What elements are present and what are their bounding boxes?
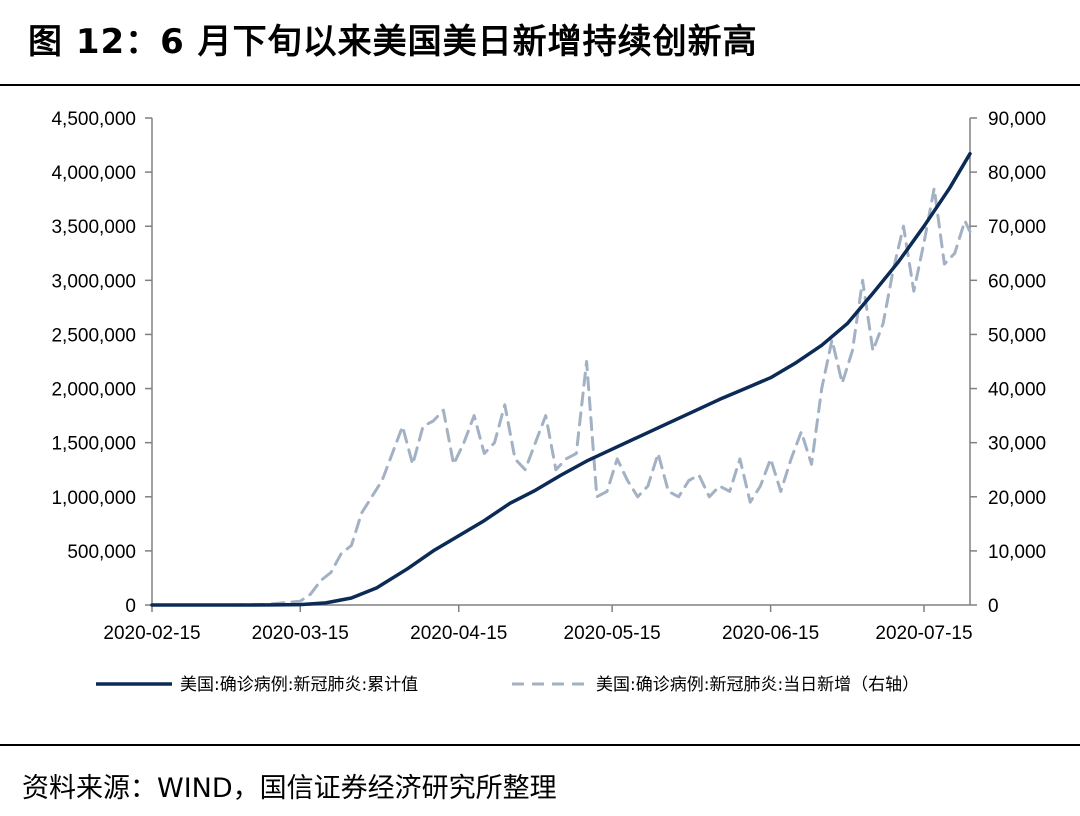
series-cumulative-line — [150, 151, 972, 607]
y-left-tick-label: 2,500,000 — [51, 325, 136, 346]
x-tick-label: 2020-06-15 — [722, 623, 819, 644]
y-right-tick-label: 10,000 — [988, 542, 1046, 563]
y-left-tick-label: 1,500,000 — [51, 434, 136, 455]
x-tick-label: 2020-05-15 — [564, 623, 661, 644]
y-right-tick-label: 80,000 — [988, 163, 1046, 184]
line-chart: 0 500,000 1,000,000 1,500,000 2,000,000 2,500… — [51, 109, 1046, 695]
legend-label-daily: 美国:确诊病例:新冠肺炎:当日新增（右轴） — [596, 675, 919, 695]
y-right-tick-label: 50,000 — [988, 325, 1046, 346]
y-right-tick-label: 70,000 — [988, 217, 1046, 238]
y-left-tick-label: 3,500,000 — [51, 217, 136, 238]
x-tick-label: 2020-02-15 — [103, 623, 200, 644]
title-rule — [0, 84, 1080, 86]
y-right-tick-label: 60,000 — [988, 271, 1046, 292]
y-left-tick-label: 0 — [125, 596, 136, 617]
y-left-tick-label: 500,000 — [67, 542, 136, 563]
chart-axes — [145, 117, 977, 612]
footer-rule — [0, 744, 1080, 746]
legend-label-cumulative: 美国:确诊病例:新冠肺炎:累计值 — [180, 675, 418, 695]
series-daily-new-line — [150, 186, 972, 607]
source-note: 资料来源：WIND，国信证券经济研究所整理 — [22, 773, 557, 804]
y-left-tick-label: 2,000,000 — [51, 380, 136, 401]
chart-legend: 美国:确诊病例:新冠肺炎:累计值 美国:确诊病例:新冠肺炎:当日新增（右轴） — [96, 675, 919, 695]
x-tick-label: 2020-04-15 — [410, 623, 507, 644]
y-left-tick-label: 4,000,000 — [51, 163, 136, 184]
y-right-tick-label: 40,000 — [988, 380, 1046, 401]
y-right-tick-label: 20,000 — [988, 488, 1046, 509]
plot-lines — [150, 151, 972, 607]
y-left-tick-label: 3,000,000 — [51, 271, 136, 292]
tick-labels: 0 500,000 1,000,000 1,500,000 2,000,000 2,500… — [51, 109, 1046, 644]
chart-area — [20, 86, 1076, 726]
x-tick-label: 2020-03-15 — [252, 623, 349, 644]
figure-title: 图 12：6 月下旬以来美国美日新增持续创新高 — [28, 22, 758, 62]
y-right-tick-label: 30,000 — [988, 434, 1046, 455]
y-right-tick-label: 90,000 — [988, 109, 1046, 130]
y-left-tick-label: 4,500,000 — [51, 109, 136, 130]
y-left-tick-label: 1,000,000 — [51, 488, 136, 509]
y-right-tick-label: 0 — [988, 596, 999, 617]
x-tick-label: 2020-07-15 — [875, 623, 972, 644]
